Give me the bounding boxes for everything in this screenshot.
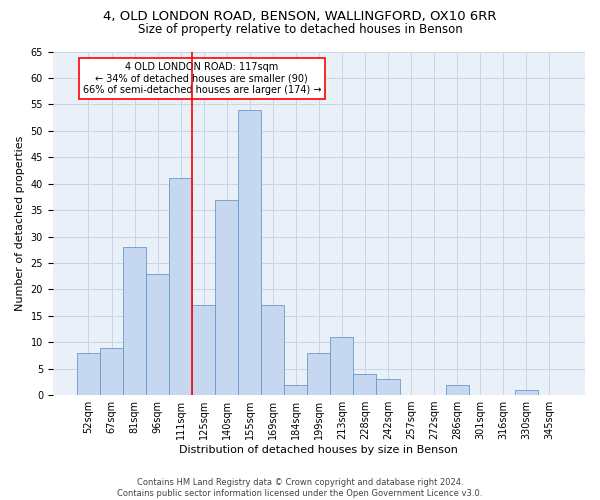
Bar [169, 178, 192, 395]
Bar [215, 200, 238, 395]
Text: 4, OLD LONDON ROAD, BENSON, WALLINGFORD, OX10 6RR: 4, OLD LONDON ROAD, BENSON, WALLINGFORD,… [103, 10, 497, 23]
Bar [446, 384, 469, 395]
Bar [353, 374, 376, 395]
Bar [100, 348, 123, 395]
Bar [331, 337, 353, 395]
Bar [77, 353, 100, 395]
Bar [376, 379, 400, 395]
Bar [146, 274, 169, 395]
X-axis label: Distribution of detached houses by size in Benson: Distribution of detached houses by size … [179, 445, 458, 455]
Bar [123, 247, 146, 395]
Bar [261, 305, 284, 395]
Text: Contains HM Land Registry data © Crown copyright and database right 2024.
Contai: Contains HM Land Registry data © Crown c… [118, 478, 482, 498]
Text: Size of property relative to detached houses in Benson: Size of property relative to detached ho… [137, 22, 463, 36]
Text: 4 OLD LONDON ROAD: 117sqm
← 34% of detached houses are smaller (90)
66% of semi-: 4 OLD LONDON ROAD: 117sqm ← 34% of detac… [83, 62, 321, 95]
Bar [515, 390, 538, 395]
Bar [192, 305, 215, 395]
Bar [238, 110, 261, 395]
Y-axis label: Number of detached properties: Number of detached properties [15, 136, 25, 311]
Bar [307, 353, 331, 395]
Bar [284, 384, 307, 395]
